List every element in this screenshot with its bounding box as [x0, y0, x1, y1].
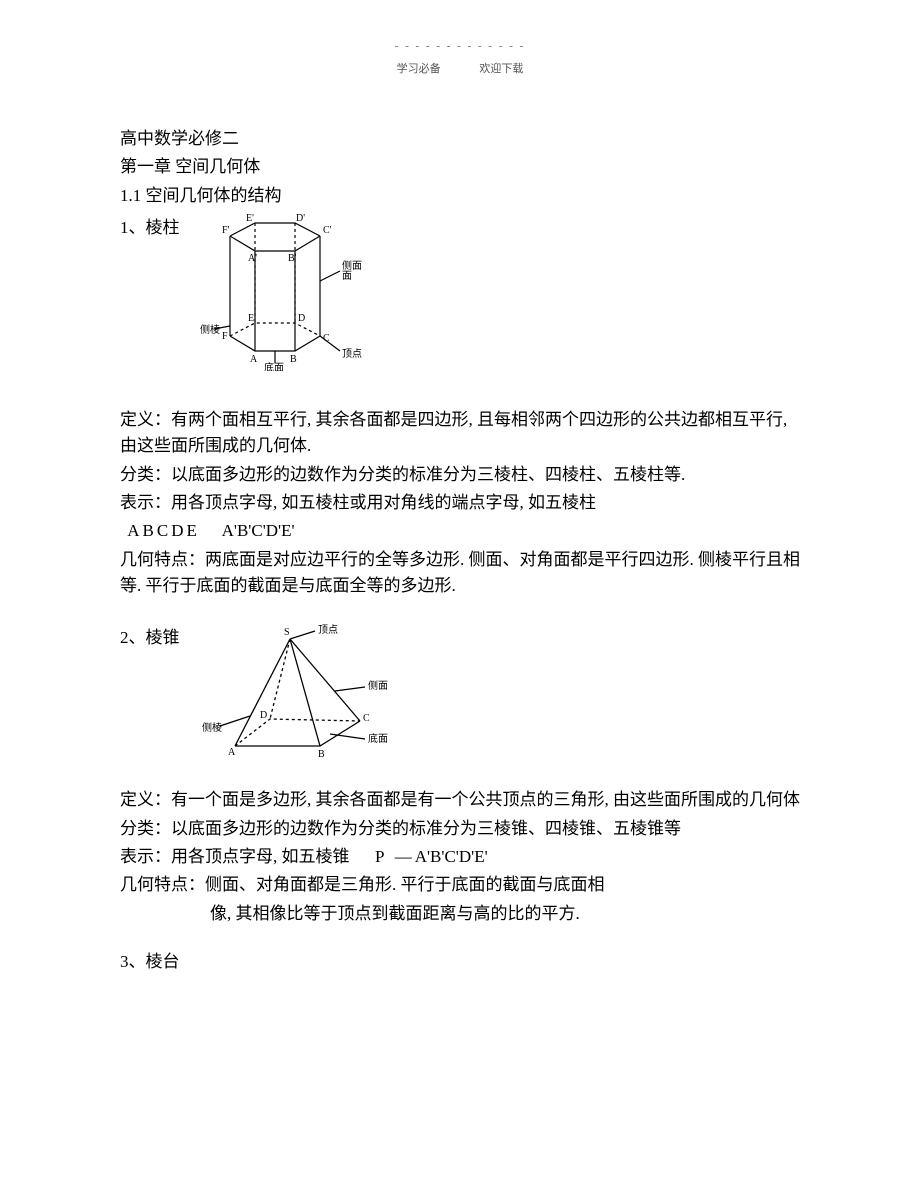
- label-F: F: [222, 331, 228, 342]
- prism-cls: 分类：以底面多边形的边数作为分类的标准分为三棱柱、四棱柱、五棱柱等.: [120, 462, 800, 488]
- label-side-edge-p: 侧棱: [202, 721, 222, 734]
- chapter-title: 第一章 空间几何体: [120, 154, 800, 180]
- pyramid-def: 定义：有一个面是多边形, 其余各面都是有一个公共顶点的三角形, 由这些面所围成的…: [120, 787, 800, 813]
- label-B-p: B: [318, 749, 325, 760]
- frustum-label: 3、棱台: [120, 949, 800, 975]
- label-Bp: B': [288, 253, 297, 264]
- prism-diagram: F' A' B' C' D' E' F A B C D E 侧面 面: [200, 211, 380, 371]
- label-bottom-face-p: 底面: [368, 732, 388, 745]
- page: - - - - - - - - - - - - - 学习必备 欢迎下载 高中数学…: [0, 0, 920, 1018]
- label-Ap: A': [248, 253, 257, 264]
- label-Cp: C': [323, 225, 332, 236]
- label-apex: 顶点: [318, 624, 338, 636]
- pyramid-row: 2、棱锥: [120, 621, 800, 761]
- formula-primes: A'B'C'D'E': [222, 521, 295, 540]
- header-right: 欢迎下载: [479, 63, 523, 75]
- formula-dash: —: [395, 847, 415, 866]
- book-title: 高中数学必修二: [120, 126, 800, 152]
- formula-post: A'B'C'D'E': [415, 847, 488, 866]
- pyramid-cls: 分类：以底面多边形的边数作为分类的标准分为三棱锥、四棱锥、五棱锥等: [120, 816, 800, 842]
- pyramid-rep: 表示：用各顶点字母, 如五棱锥 P —A'B'C'D'E': [120, 844, 800, 870]
- content: 高中数学必修二 第一章 空间几何体 1.1 空间几何体的结构 1、棱柱: [120, 126, 800, 976]
- prism-row: 1、棱柱: [120, 211, 800, 371]
- label-vertex: 顶点: [342, 348, 362, 360]
- label-D-p: D: [260, 710, 267, 721]
- pyramid-label: 2、棱锥: [120, 621, 180, 651]
- prism-def: 定义：有两个面相互平行, 其余各面都是四边形, 且每相邻两个四边形的公共边都相互…: [120, 407, 800, 460]
- label-C-p: C: [363, 713, 370, 724]
- label-Ep: E': [246, 213, 254, 224]
- label-S: S: [284, 627, 290, 638]
- pyramid-feat2: 像, 其相像比等于顶点到截面距离与高的比的平方.: [120, 901, 800, 927]
- prism-rep: 表示：用各顶点字母, 如五棱柱或用对角线的端点字母, 如五棱柱: [120, 490, 800, 516]
- label-bottom-face: 底面: [264, 361, 284, 371]
- pyramid-rep-text: 表示：用各顶点字母, 如五棱锥: [120, 847, 350, 866]
- label-A: A: [250, 354, 258, 365]
- label-B: B: [290, 354, 297, 365]
- label-C: C: [323, 333, 330, 344]
- section-title: 1.1 空间几何体的结构: [120, 183, 800, 209]
- label-Fp: F': [222, 225, 230, 236]
- pyramid-feat1: 几何特点：侧面、对角面都是三角形. 平行于底面的截面与底面相: [120, 872, 800, 898]
- header-left: 学习必备: [397, 63, 441, 75]
- label-D: D: [298, 313, 305, 324]
- label-Dp: D': [296, 213, 305, 224]
- formula-P: P: [375, 847, 387, 866]
- prism-formula: ABCDE A'B'C'D'E': [120, 518, 800, 544]
- prism-label: 1、棱柱: [120, 211, 180, 241]
- formula-abcde: ABCDE: [127, 521, 200, 540]
- label-side-edge: 侧棱: [200, 323, 220, 336]
- label-side-face-p: 侧面: [368, 679, 388, 692]
- header-text: 学习必备 欢迎下载: [120, 60, 800, 76]
- label-A-p: A: [228, 747, 236, 758]
- label-side-face2: 面: [342, 271, 352, 282]
- header-dashes: - - - - - - - - - - - - -: [120, 40, 800, 52]
- prism-feat: 几何特点：两底面是对应边平行的全等多边形. 侧面、对角面都是平行四边形. 侧棱平…: [120, 547, 800, 600]
- pyramid-diagram: S 顶点 侧面 侧棱 底面 A B C D: [200, 621, 410, 761]
- label-E: E: [248, 313, 254, 324]
